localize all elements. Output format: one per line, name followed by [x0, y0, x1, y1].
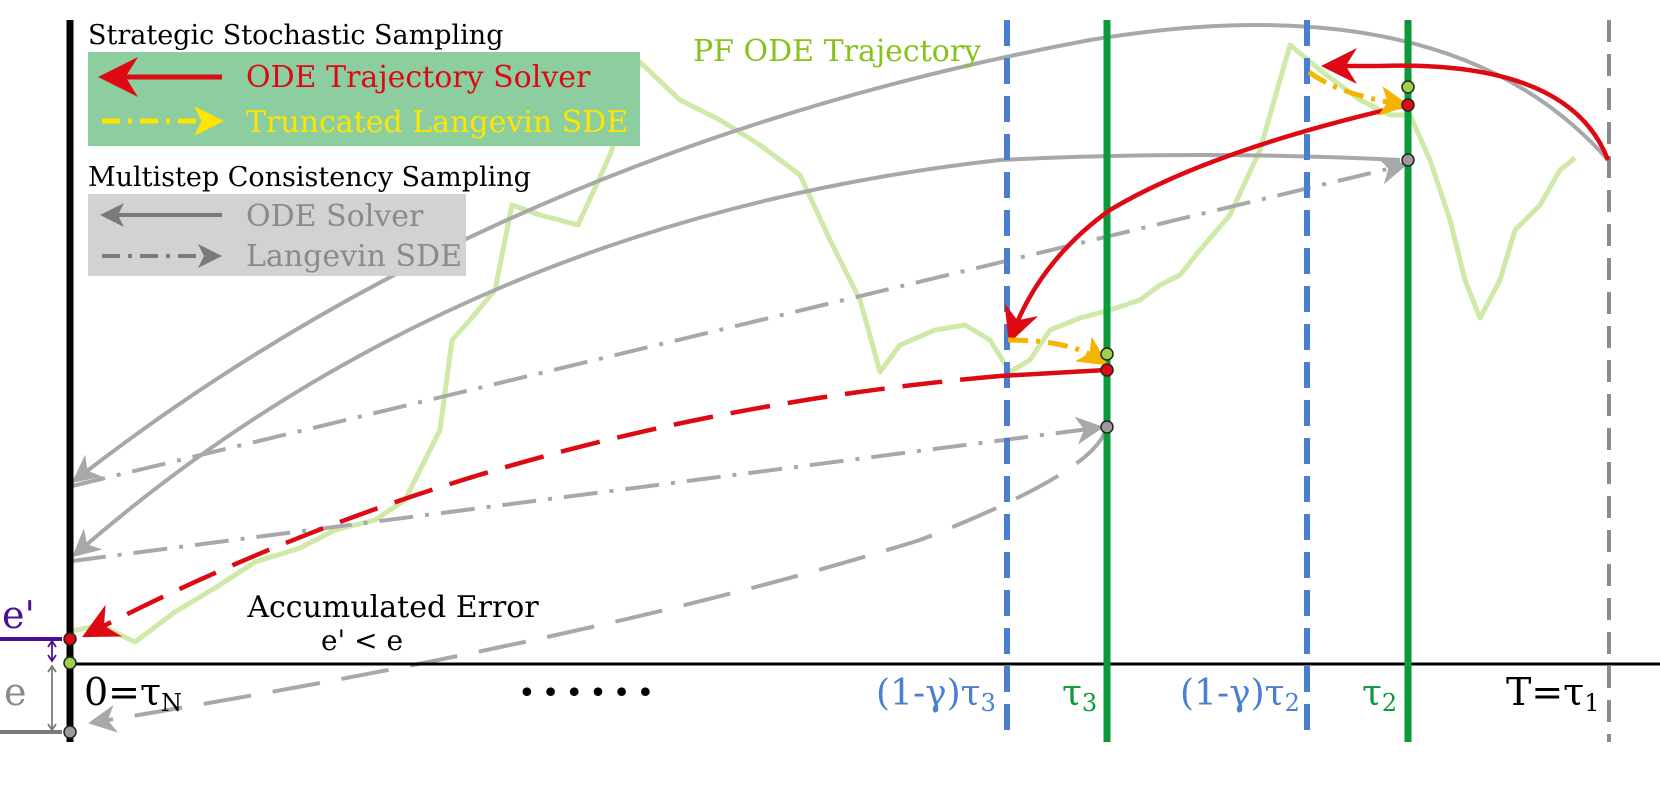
- legend-multistep-box: [88, 194, 466, 276]
- pf-ode-trajectory-label: PF ODE Trajectory: [693, 34, 981, 69]
- point-tau3-gray: [1100, 420, 1114, 434]
- tau2-label: τ2: [1362, 673, 1397, 717]
- gray-sde-line-upper: [71, 157, 1408, 488]
- red-ode-solid-to-tau3: [999, 367, 1107, 379]
- gray-ode-arc-lower: [88, 426, 1108, 733]
- legend-strategic-box: [88, 52, 640, 146]
- orange-sde-arc-tau2: [1307, 69, 1410, 116]
- point-tau3-green: [1100, 347, 1114, 361]
- point-origin-red: [63, 632, 77, 646]
- red-ode-arc-1: [1321, 48, 1611, 161]
- axis-end-label: T=τ1: [1506, 670, 1600, 717]
- axis-ellipsis: ••••••: [518, 676, 660, 711]
- red-ode-dashed-to-origin: [82, 373, 1001, 638]
- point-origin-green: [63, 656, 77, 670]
- red-ode-arc-2: [1004, 102, 1408, 344]
- e-prime-label: e': [2, 593, 35, 637]
- e-label: e: [4, 670, 27, 714]
- legend-ode-solver-label: ODE Solver: [246, 199, 424, 234]
- gamma-tau3-label: (1-γ)τ3: [876, 673, 996, 717]
- accumulated-error-title: Accumulated Error: [246, 590, 539, 625]
- point-tau2-gray: [1401, 153, 1415, 167]
- legend-strategic-heading: Strategic Stochastic Sampling: [88, 20, 503, 51]
- point-tau3-red: [1100, 363, 1114, 377]
- legend-langevin-sde-label: Langevin SDE: [246, 239, 462, 274]
- tau3-label: τ3: [1062, 673, 1097, 717]
- legend-truncated-sde-label: Truncated Langevin SDE: [246, 105, 628, 140]
- gamma-tau2-label: (1-γ)τ2: [1180, 673, 1300, 717]
- point-tau2-red: [1401, 98, 1415, 112]
- axis-start-label: 0=τN: [84, 670, 182, 717]
- point-tau2-green: [1401, 80, 1415, 94]
- legend-ode-trajectory-label: ODE Trajectory Solver: [246, 60, 591, 95]
- legend-multistep-heading: Multistep Consistency Sampling: [88, 162, 531, 193]
- orange-sde-arc-tau3: [1007, 336, 1109, 366]
- gray-sde-line-lower: [71, 416, 1104, 563]
- gray-ode-arc-upper: [71, 23, 1610, 483]
- accumulated-error-comparison: e' < e: [321, 624, 403, 657]
- point-origin-gray: [63, 725, 77, 739]
